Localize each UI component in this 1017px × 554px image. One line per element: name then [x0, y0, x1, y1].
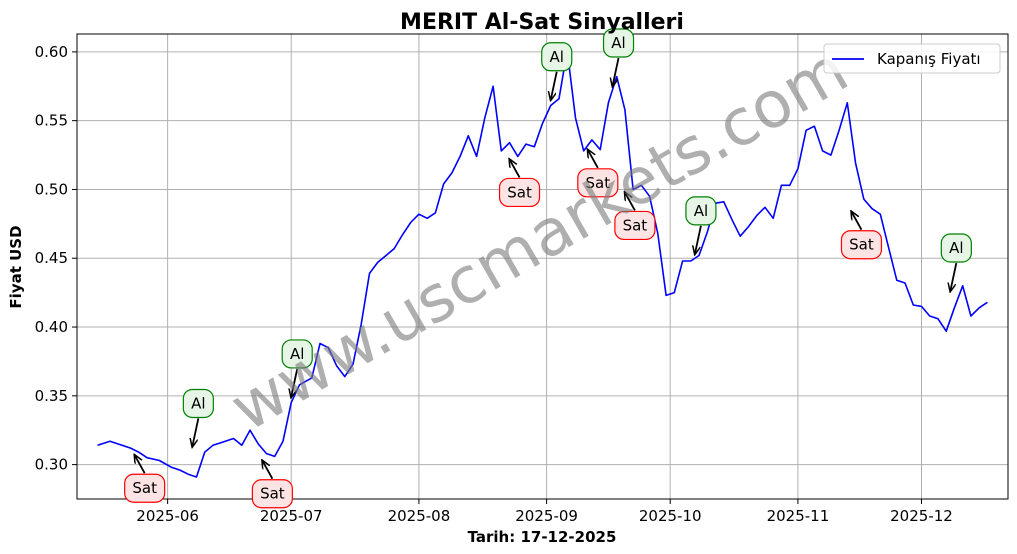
buy-signal: Al	[685, 196, 717, 254]
sell-signal: Sat	[614, 192, 656, 241]
signal-label: Sat	[132, 479, 157, 497]
signal-box	[577, 168, 619, 198]
signal-arrow	[551, 71, 558, 100]
signal-label: Sat	[507, 183, 532, 201]
signal-arrow	[588, 150, 599, 169]
y-tick-label: 0.40	[35, 318, 68, 336]
signal-label: Al	[949, 239, 963, 257]
sell-signal: Sat	[251, 461, 293, 509]
signal-box	[685, 196, 717, 226]
legend-label: Kapanış Fiyatı	[877, 50, 981, 68]
signal-arrow	[625, 192, 636, 211]
watermark: www.uscmarkets.com	[219, 33, 861, 446]
signal-label: Al	[550, 48, 564, 66]
buy-signal: Al	[281, 339, 313, 397]
signal-box	[602, 28, 635, 58]
y-tick-label: 0.50	[35, 180, 68, 198]
signal-box	[124, 473, 166, 503]
x-tick-label: 2025-09	[515, 507, 578, 525]
signal-label: Sat	[586, 174, 611, 192]
signal-arrow	[950, 262, 958, 291]
legend-box	[823, 43, 1001, 74]
watermark-text: www.uscmarkets.com	[219, 33, 861, 446]
signal-arrow	[695, 225, 702, 254]
buy-signal: Al	[182, 388, 214, 446]
signal-label: Sat	[260, 485, 285, 503]
x-tick-label: 2025-07	[260, 507, 323, 525]
y-tick-label: 0.30	[35, 456, 68, 474]
signal-arrow	[510, 159, 521, 178]
signal-box	[498, 177, 541, 208]
sell-signal: Sat	[577, 150, 619, 198]
signal-arrow	[851, 212, 863, 231]
signal-arrow	[135, 455, 146, 474]
signal-arrow	[291, 368, 299, 397]
signal-box	[614, 210, 656, 241]
x-axis-label: Tarih: 17-12-2025	[468, 528, 617, 546]
signal-label: Al	[611, 34, 625, 52]
buy-signal: Al	[940, 233, 972, 291]
signal-box	[940, 233, 972, 263]
signal-arrow	[613, 57, 620, 86]
buy-signal: Al	[541, 42, 573, 100]
signal-box	[840, 230, 883, 260]
signal-label: Al	[694, 202, 708, 220]
y-tick-label: 0.35	[35, 387, 68, 405]
signal-box	[541, 42, 573, 72]
signal-label: Sat	[623, 216, 648, 234]
y-tick-label: 0.55	[35, 112, 68, 130]
x-axis-ticks: 2025-06 2025-07 2025-08 2025-09 2025-10 2025-…	[136, 499, 953, 525]
signal-box	[281, 339, 313, 369]
signal-arrow	[262, 461, 274, 480]
signal-arrow	[192, 418, 200, 446]
x-tick-label: 2025-08	[388, 507, 451, 525]
signal-box	[182, 388, 214, 419]
signal-annotations: Al Al Al Al Al Al Sat Sat Sat Sat Sat Sat	[124, 28, 972, 509]
signal-box	[251, 479, 293, 509]
signal-label: Al	[191, 394, 205, 412]
y-axis-label: Fiyat USD	[7, 225, 25, 308]
x-tick-label: 2025-12	[890, 507, 953, 525]
signal-label: Al	[290, 345, 304, 363]
x-tick-label: 2025-10	[639, 507, 702, 525]
sell-signal: Sat	[840, 212, 883, 260]
buy-signal: Al	[602, 28, 635, 86]
sell-signal: Sat	[124, 455, 166, 503]
x-tick-label: 2025-11	[767, 507, 830, 525]
sell-signal: Sat	[498, 159, 541, 208]
legend: Kapanış Fiyatı	[823, 43, 1001, 74]
signal-label: Sat	[849, 236, 874, 254]
y-axis-ticks: 0.30 0.35 0.40 0.45 0.50 0.55 0.60	[35, 43, 77, 474]
y-tick-label: 0.60	[35, 43, 68, 61]
x-tick-label: 2025-06	[136, 507, 199, 525]
plot-frame	[76, 33, 1009, 500]
y-tick-label: 0.45	[35, 249, 68, 267]
chart-title: MERIT Al-Sat Sinyalleri	[400, 10, 684, 35]
